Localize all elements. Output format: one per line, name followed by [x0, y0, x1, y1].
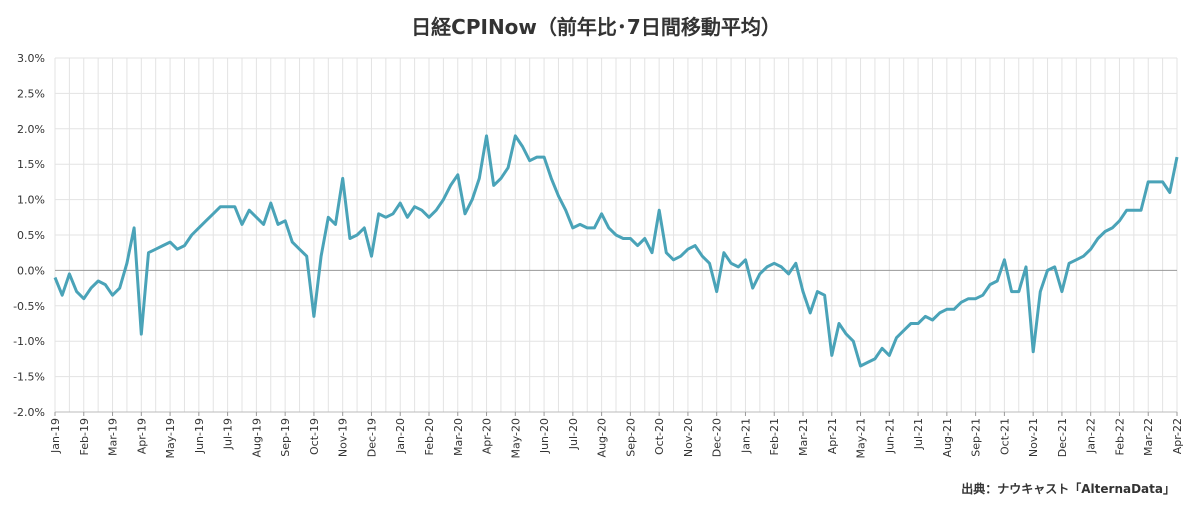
x-tick-label: Mar-21 — [797, 418, 810, 456]
x-tick-label: Sep-20 — [624, 418, 637, 457]
x-tick-label: Jun-21 — [883, 418, 896, 454]
x-tick-label: Jan-20 — [394, 418, 407, 454]
y-tick-label: 2.5% — [17, 87, 45, 100]
x-tick-label: Mar-20 — [452, 418, 465, 456]
x-tick-label: Dec-21 — [1056, 418, 1069, 457]
x-tick-label: Oct-21 — [998, 418, 1011, 455]
x-tick-label: Jan-22 — [1085, 418, 1098, 454]
x-tick-label: Mar-19 — [107, 418, 120, 456]
x-tick-label: Feb-19 — [78, 418, 91, 455]
x-tick-label: Jul-20 — [567, 418, 580, 450]
chart-title: 日経CPINow（前年比･7日間移動平均） — [411, 15, 781, 39]
x-tick-label: May-20 — [509, 418, 522, 459]
x-tick-label: Feb-22 — [1113, 418, 1126, 455]
y-tick-label: 1.5% — [17, 158, 45, 171]
x-tick-label: Nov-21 — [1027, 418, 1040, 457]
source-note: 出典：ナウキャスト「AlternaData」 — [961, 481, 1175, 496]
x-tick-label: Oct-19 — [308, 418, 321, 455]
x-tick-label: Oct-20 — [653, 418, 666, 455]
x-tick-label: Dec-20 — [711, 418, 724, 457]
y-tick-label: 0.5% — [17, 229, 45, 242]
x-tick-label: Apr-22 — [1171, 418, 1184, 454]
x-tick-label: Jul-21 — [912, 418, 925, 450]
x-tick-label: Aug-19 — [250, 418, 263, 457]
x-tick-label: Sep-21 — [970, 418, 983, 457]
x-tick-label: Nov-20 — [682, 418, 695, 457]
x-tick-label: Nov-19 — [337, 418, 350, 457]
x-tick-label: May-21 — [855, 418, 868, 459]
x-tick-label: Jan-21 — [739, 418, 752, 454]
y-tick-label: 2.0% — [17, 123, 45, 136]
x-tick-label: Jun-20 — [538, 418, 551, 454]
x-tick-label: Jan-19 — [49, 418, 62, 454]
x-tick-label: Aug-20 — [596, 418, 609, 457]
x-tick-label: Jun-19 — [193, 418, 206, 454]
y-tick-label: -0.5% — [13, 300, 45, 313]
x-tick-label: May-19 — [164, 418, 177, 459]
x-tick-label: Feb-21 — [768, 418, 781, 455]
y-tick-label: -1.0% — [13, 335, 45, 348]
y-tick-label: 0.0% — [17, 264, 45, 277]
x-tick-label: Jul-19 — [222, 418, 235, 450]
x-tick-label: Apr-20 — [481, 418, 494, 454]
y-tick-label: -2.0% — [13, 406, 45, 419]
y-tick-label: 1.0% — [17, 194, 45, 207]
x-tick-label: Mar-22 — [1142, 418, 1155, 456]
x-tick-label: Apr-21 — [826, 418, 839, 454]
line-series — [53, 134, 1179, 368]
x-tick-label: Dec-19 — [365, 418, 378, 457]
y-tick-label: 3.0% — [17, 52, 45, 65]
y-tick-label: -1.5% — [13, 371, 45, 384]
x-tick-label: Feb-20 — [423, 418, 436, 455]
x-tick-label: Sep-19 — [279, 418, 292, 457]
x-tick-label: Aug-21 — [941, 418, 954, 457]
x-tick-label: Apr-19 — [135, 418, 148, 454]
